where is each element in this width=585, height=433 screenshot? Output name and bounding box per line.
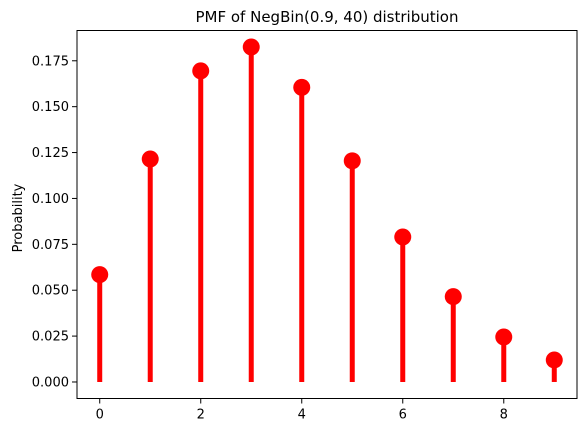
x-tick-label-2: 2 [197,408,205,423]
y-axis-label: Probability [11,183,26,252]
y-tick-label-1: 0.025 [32,330,69,345]
x-tick-label-6: 6 [399,408,407,423]
y-tick-label-7: 0.175 [32,54,69,69]
stem-marker-5 [343,152,361,170]
y-tick-label-5: 0.125 [32,146,69,161]
plot-frame [76,30,578,399]
stem-marker-6 [394,228,412,246]
stem-marker-4 [293,78,311,96]
stem-marker-7 [444,288,462,306]
y-tick-label-2: 0.050 [32,284,69,299]
y-tick-label-3: 0.075 [32,238,69,253]
y-tick-label-0: 0.000 [32,375,69,390]
stem-marker-1 [141,150,159,168]
stem-marker-8 [495,328,513,346]
stem-marker-9 [545,351,563,369]
x-tick-label-0: 0 [96,408,104,423]
chart-title: PMF of NegBin(0.9, 40) distribution [196,8,459,26]
stem-series [91,38,563,382]
x-axis-ticks: 0 2 4 6 8 [96,398,508,423]
y-tick-label-6: 0.150 [32,100,69,115]
x-tick-label-8: 8 [500,408,508,423]
x-tick-label-4: 4 [298,408,306,423]
y-tick-label-4: 0.100 [32,192,69,207]
stem-marker-0 [91,266,109,284]
stem-marker-3 [242,38,260,56]
stem-marker-2 [192,62,210,80]
y-axis-ticks: 0.000 0.025 0.050 0.075 0.100 0.125 0.150 0.175 [32,54,77,390]
